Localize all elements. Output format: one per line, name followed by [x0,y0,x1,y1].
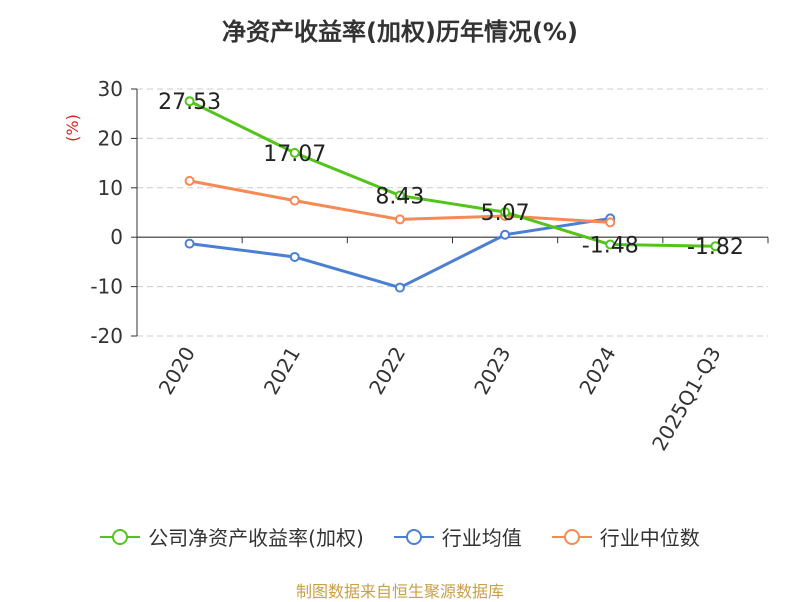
legend: 公司净资产收益率(加权) 行业均值 行业中位数 [0,522,800,551]
legend-item[interactable]: 行业中位数 [551,522,700,551]
y-axis-label: (%) [63,114,82,142]
y-tick-label: 20 [98,126,123,150]
data-point [394,190,405,201]
series-line [189,216,611,290]
data-point [184,175,195,186]
x-tick-label: 2025Q1-Q3 [647,343,726,455]
legend-label: 行业均值 [441,526,522,550]
data-point [289,147,300,158]
y-tick-label: 10 [98,176,123,200]
data-point [500,207,511,218]
legend-swatch-icon [551,528,592,545]
y-tick-label: 30 [98,77,123,101]
data-point [289,195,300,206]
legend-swatch-icon [393,528,434,545]
data-point [500,229,511,240]
legend-label: 行业中位数 [599,526,700,550]
x-tick-label: 2022 [364,343,410,399]
data-point [605,239,616,250]
series-line [188,99,716,248]
data-point [184,238,195,249]
data-label: 27.53 [158,90,221,115]
x-tick-label: 2023 [469,343,515,399]
chart-title: 净资产收益率(加权)历年情况(%) [222,18,578,46]
legend-item[interactable]: 公司净资产收益率(加权) [100,522,364,551]
data-label: -1.48 [582,234,639,259]
x-tick-label: 2021 [259,343,305,399]
legend-label: 公司净资产收益率(加权) [148,526,364,550]
data-point [394,214,405,225]
data-point [394,282,405,293]
data-label: 8.43 [375,185,424,210]
data-point [605,217,616,228]
x-tick-label: 2024 [574,343,620,399]
data-label: 5.07 [481,201,530,226]
data-label: -1.82 [687,235,744,260]
data-point [710,241,721,252]
data-point [289,251,300,262]
y-tick-label: -10 [90,275,123,299]
data-point [184,96,195,107]
source-note: 制图数据来自恒生聚源数据库 [295,582,504,601]
data-label: 17.07 [263,142,326,167]
legend-swatch-icon [100,528,141,545]
y-tick-label: -20 [90,324,123,348]
x-tick-label: 2020 [154,343,200,399]
legend-item[interactable]: 行业均值 [393,522,522,551]
y-tick-label: 0 [110,225,123,249]
